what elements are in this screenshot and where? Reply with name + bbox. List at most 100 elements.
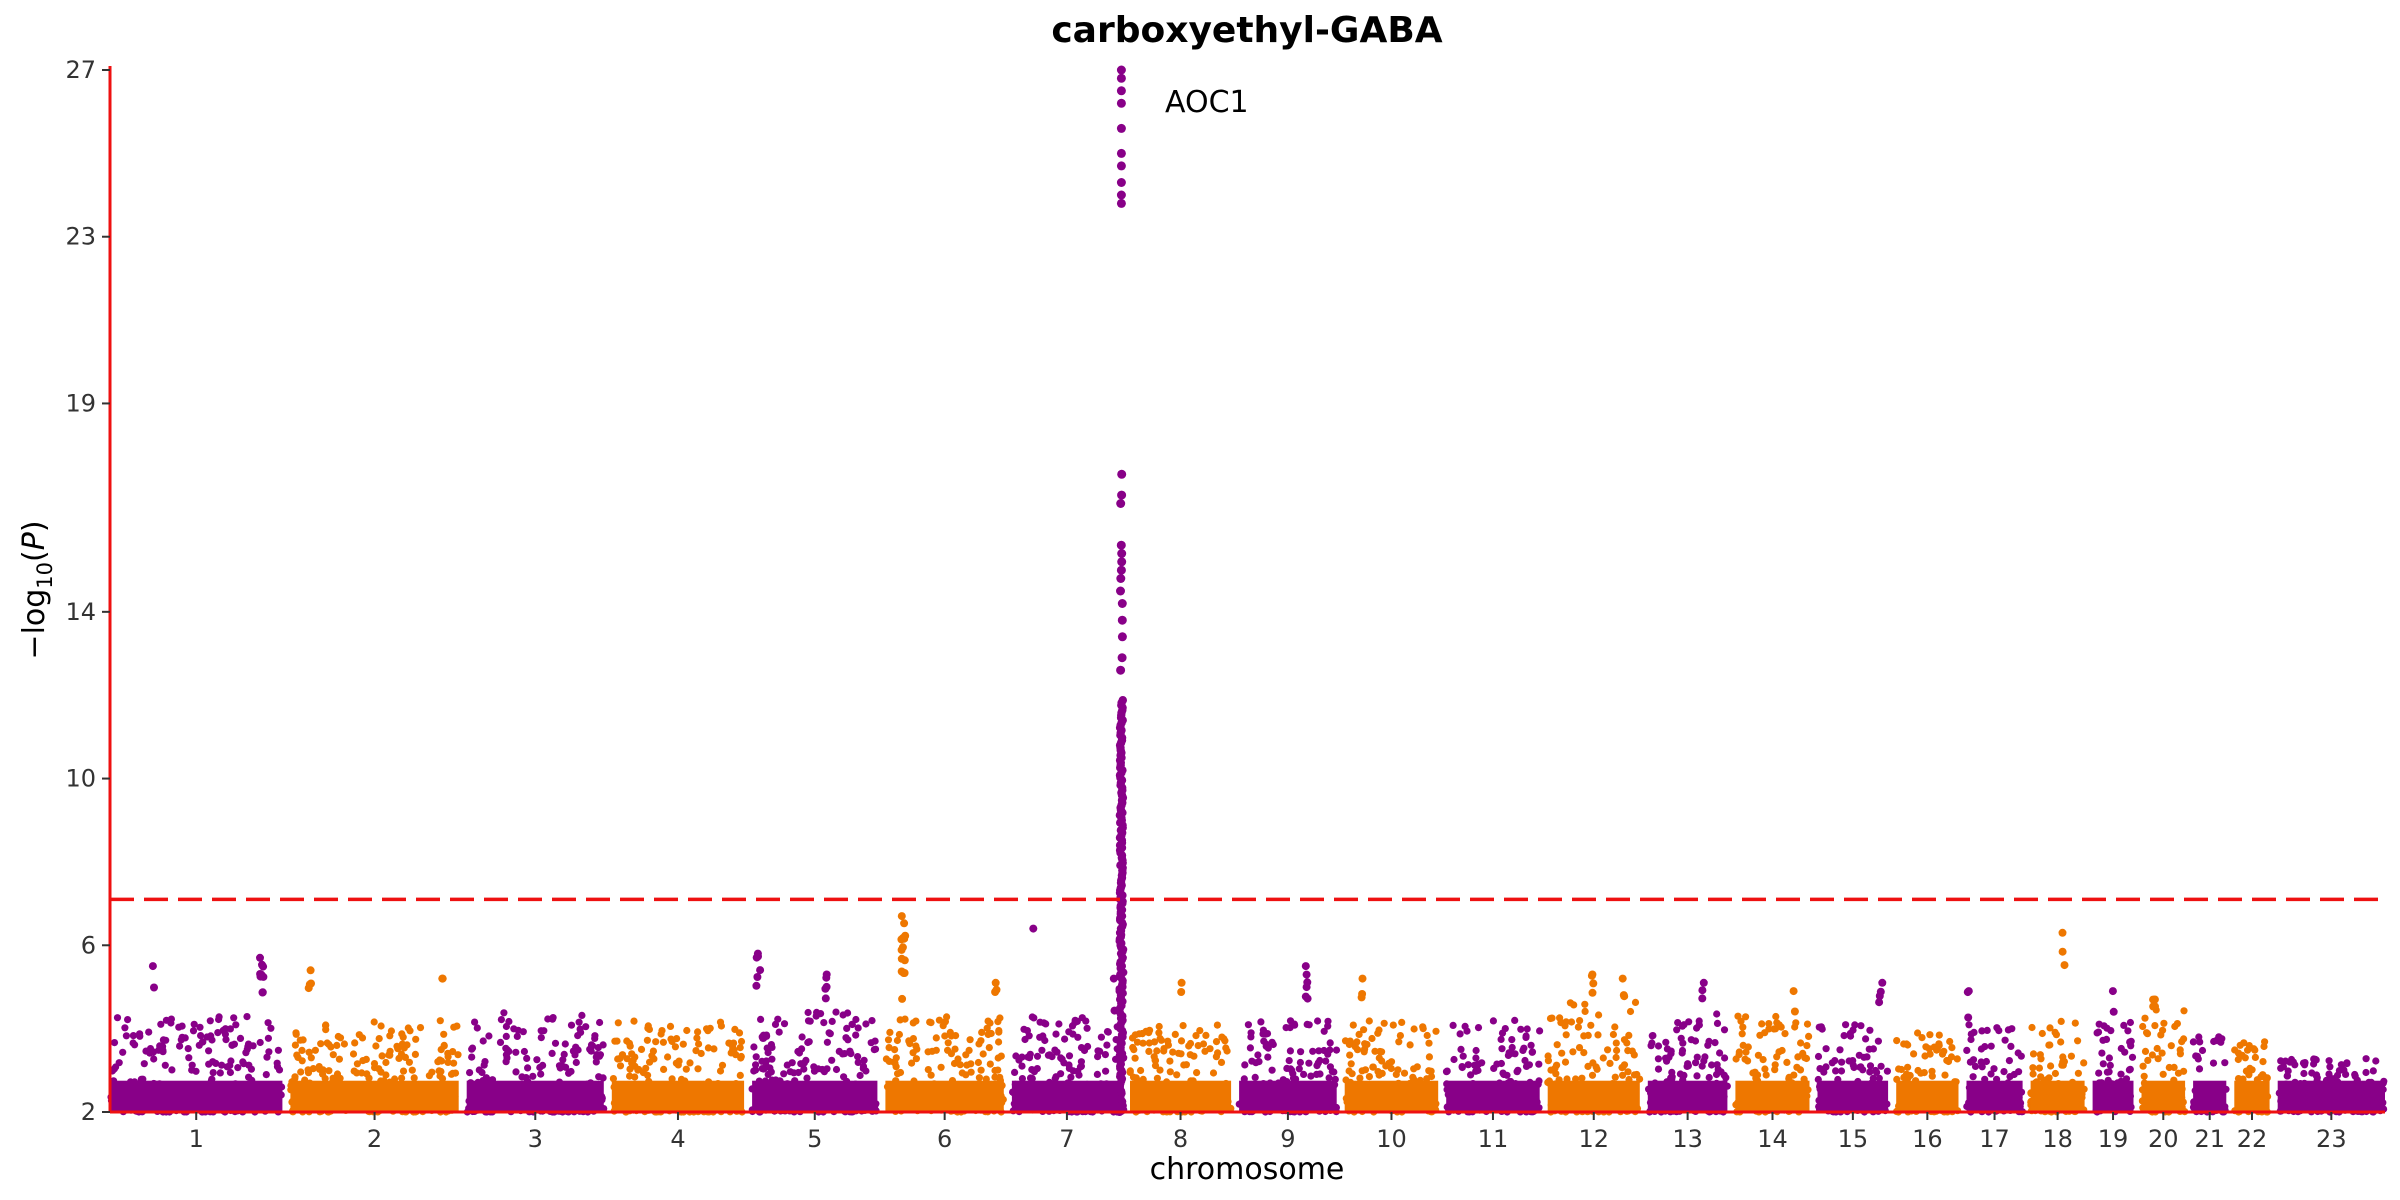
snp-point	[1260, 1037, 1268, 1045]
snp-point	[1711, 1039, 1719, 1047]
snp-point	[1160, 1045, 1168, 1053]
peak-point	[150, 983, 158, 992]
snp-point	[868, 1017, 876, 1025]
snp-point	[935, 1016, 944, 1024]
snp-point	[2326, 1063, 2334, 1071]
snp-point	[399, 1067, 408, 1075]
snp-point	[398, 1074, 406, 1082]
snp-point	[2176, 1050, 2184, 1058]
chromosome-1-baseline-band	[110, 1080, 283, 1112]
snp-point	[1363, 1040, 1371, 1049]
snp-point	[1517, 1025, 1525, 1033]
snp-point	[485, 1032, 493, 1040]
snp-point	[222, 1036, 230, 1044]
snp-point	[1875, 1074, 1883, 1082]
snp-point	[1478, 1059, 1486, 1067]
snp-point	[195, 1041, 203, 1049]
snp-point	[1286, 1024, 1294, 1032]
snp-point	[1423, 1031, 1431, 1040]
snp-point	[862, 1020, 870, 1028]
snp-point	[560, 1050, 568, 1058]
snp-point	[1241, 1061, 1249, 1069]
snp-point	[2095, 1069, 2103, 1077]
snp-point	[1546, 1014, 1555, 1023]
snp-point	[551, 1039, 560, 1047]
snp-point	[2281, 1057, 2290, 1065]
snp-point	[136, 1030, 144, 1038]
snp-point	[539, 1061, 547, 1069]
chromosome-18-points	[2027, 1017, 2088, 1116]
snp-point	[582, 1023, 590, 1031]
snp-point	[372, 1042, 380, 1050]
snp-point	[2234, 1049, 2243, 1057]
chromosome-12-points	[1544, 998, 1644, 1116]
snp-point	[335, 1055, 343, 1063]
snp-point	[1315, 1047, 1323, 1055]
x-tick-label: 14	[1757, 1125, 1788, 1153]
snp-point	[1966, 1058, 1974, 1066]
snp-point	[1166, 1068, 1174, 1076]
chromosome-15-points	[1814, 1021, 1891, 1116]
snp-point	[1369, 1063, 1377, 1071]
peak-point	[901, 931, 910, 940]
chromosome-22-points	[2231, 1038, 2272, 1116]
snp-point	[523, 1054, 531, 1062]
peak-point	[821, 984, 830, 993]
lead-point	[1116, 178, 1126, 187]
snp-point	[1977, 1058, 1985, 1066]
snp-point	[1129, 1043, 1137, 1052]
snp-point	[1693, 1024, 1701, 1032]
snp-point	[1805, 1032, 1813, 1040]
snp-point	[682, 1065, 690, 1073]
snp-point	[1137, 1066, 1145, 1075]
snp-point	[403, 1041, 411, 1049]
peak-point	[2060, 961, 2069, 970]
snp-point	[185, 1054, 193, 1062]
snp-point	[309, 1065, 317, 1073]
snp-point	[304, 1069, 313, 1077]
snp-point	[1574, 1023, 1582, 1031]
lead-point	[1116, 574, 1126, 583]
snp-point	[576, 1025, 584, 1033]
snp-point	[2140, 1072, 2148, 1080]
snp-point	[667, 1035, 675, 1043]
snp-point	[2369, 1067, 2377, 1075]
snp-point	[1346, 1051, 1354, 1059]
snp-point	[1513, 1068, 1521, 1076]
snp-point	[794, 1068, 803, 1077]
snp-point	[2310, 1060, 2318, 1068]
snp-point	[1850, 1063, 1858, 1072]
chromosome-23-baseline-band	[2277, 1080, 2385, 1112]
snp-point	[2246, 1064, 2254, 1072]
snp-point	[1561, 1022, 1569, 1030]
snp-point	[349, 1050, 358, 1058]
snp-point	[1472, 1046, 1480, 1055]
snp-point	[1910, 1050, 1918, 1058]
snp-point	[1382, 1062, 1390, 1070]
snp-point	[449, 1048, 457, 1056]
snp-point	[1946, 1037, 1954, 1046]
snp-point	[2126, 1018, 2134, 1027]
snp-point	[856, 1071, 864, 1080]
snp-point	[1394, 1066, 1402, 1074]
snp-point	[979, 1050, 987, 1058]
snp-point	[122, 1032, 130, 1040]
peak-point	[2058, 928, 2067, 937]
snp-point	[110, 1039, 119, 1047]
snp-point	[1355, 1030, 1363, 1038]
snp-point	[1693, 1072, 1701, 1080]
snp-point	[1594, 1031, 1602, 1039]
snp-point	[1846, 1032, 1855, 1040]
snp-point	[1443, 1067, 1451, 1075]
snp-point	[2038, 1029, 2046, 1038]
snp-point	[1716, 1049, 1724, 1057]
snp-point	[2141, 1014, 2149, 1022]
snp-point	[2037, 1055, 2045, 1063]
snp-point	[2151, 1022, 2159, 1030]
snp-point	[267, 1024, 275, 1032]
snp-point	[1708, 1061, 1716, 1069]
snp-point	[848, 1020, 856, 1029]
snp-point	[2126, 1065, 2134, 1073]
snp-point	[693, 1034, 701, 1042]
snp-point	[1259, 1026, 1267, 1034]
